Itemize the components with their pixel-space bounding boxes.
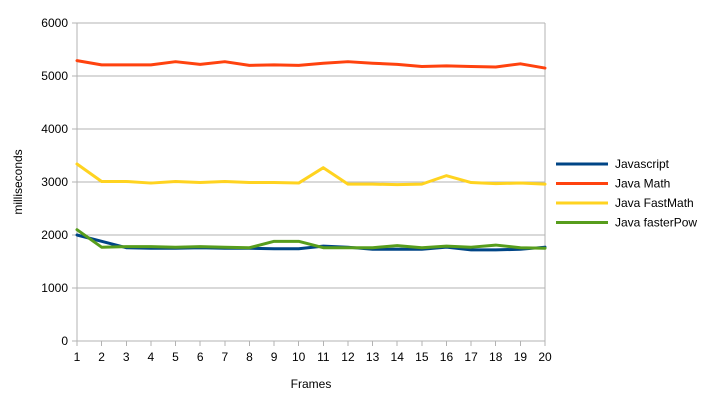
x-tick-label: 16 bbox=[440, 350, 454, 364]
x-axis-title: Frames bbox=[291, 377, 332, 391]
x-tick-labels: 1 2 3 4 5 6 7 8 9 10 11 12 13 14 15 16 17 18 19 20 bbox=[74, 350, 552, 364]
series-line-java-fastmath bbox=[75, 162, 547, 187]
y-tick-label: 0 bbox=[61, 334, 68, 348]
y-tick-labels: 0 1000 2000 3000 4000 5000 6000 bbox=[41, 16, 68, 348]
x-tick-label: 13 bbox=[366, 350, 380, 364]
y-tick-label: 2000 bbox=[41, 228, 68, 242]
y-tick-label: 1000 bbox=[41, 281, 68, 295]
x-tick-label: 5 bbox=[172, 350, 179, 364]
x-tick-label: 19 bbox=[514, 350, 528, 364]
legend: Javascript Java Math Java FastMath Java fas… bbox=[556, 157, 697, 230]
x-tick-label: 6 bbox=[197, 350, 204, 364]
legend-label-java-math: Java Math bbox=[615, 177, 670, 191]
series-line-javascript bbox=[75, 233, 547, 252]
x-tick-label: 9 bbox=[271, 350, 278, 364]
legend-label-java-fasterpow: Java fasterPow bbox=[615, 216, 697, 230]
axes bbox=[76, 23, 546, 341]
x-tick-label: 20 bbox=[538, 350, 552, 364]
x-tick-label: 17 bbox=[464, 350, 478, 364]
legend-label-java-fastmath: Java FastMath bbox=[615, 196, 694, 210]
y-axis-title: milliseconds bbox=[11, 149, 25, 214]
x-tick-label: 3 bbox=[123, 350, 130, 364]
x-tick-label: 2 bbox=[98, 350, 105, 364]
series-line-java-math bbox=[75, 59, 547, 70]
x-tick-label: 18 bbox=[489, 350, 503, 364]
x-tick-label: 14 bbox=[391, 350, 405, 364]
y-tick-label: 3000 bbox=[41, 175, 68, 189]
y-tick-label: 4000 bbox=[41, 122, 68, 136]
series-lines bbox=[75, 59, 547, 252]
x-tick-label: 7 bbox=[221, 350, 228, 364]
y-tick-label: 5000 bbox=[41, 69, 68, 83]
x-tick-label: 12 bbox=[341, 350, 355, 364]
legend-label-javascript: Javascript bbox=[615, 157, 670, 171]
x-tick-label: 11 bbox=[317, 350, 330, 364]
x-tick-label: 1 bbox=[74, 350, 81, 364]
gridlines bbox=[72, 22, 546, 346]
x-tick-label: 10 bbox=[292, 350, 306, 364]
x-tick-label: 15 bbox=[415, 350, 429, 364]
series-line-java-fasterpow bbox=[75, 228, 547, 250]
y-tick-label: 6000 bbox=[41, 16, 68, 30]
x-tick-label: 4 bbox=[148, 350, 155, 364]
x-tick-label: 8 bbox=[246, 350, 253, 364]
